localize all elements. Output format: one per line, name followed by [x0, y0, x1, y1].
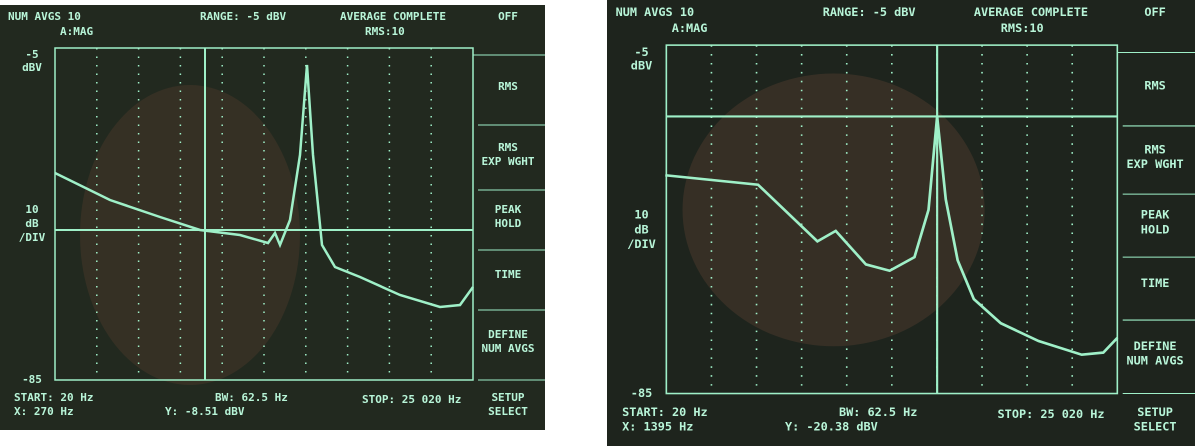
header-text: AVERAGE COMPLETE: [974, 5, 1088, 19]
scale-label: dB: [25, 217, 39, 230]
footer-text: Y: -20.38 dBV: [785, 420, 878, 434]
softkey-label: PEAK: [495, 203, 522, 216]
softkey-label: NUM AVGS: [482, 342, 535, 355]
footer-text: STOP: 25 020 Hz: [998, 407, 1105, 421]
scale-label: /DIV: [627, 237, 656, 251]
header-text: A:MAG: [672, 21, 708, 35]
scale-label: -5: [634, 45, 648, 59]
scale-label: -85: [22, 373, 42, 386]
header-text: A:MAG: [60, 25, 93, 38]
footer-text: STOP: 25 020 Hz: [362, 393, 461, 406]
header-text: RMS:10: [1001, 21, 1044, 35]
scale-label: -5: [25, 48, 38, 61]
header-text: AVERAGE COMPLETE: [340, 10, 446, 23]
cursor: [55, 48, 473, 380]
softkey-label: PEAK: [1141, 208, 1170, 222]
softkey-label: EXP WGHT: [482, 155, 535, 168]
softkey-label: HOLD: [495, 217, 522, 230]
scale-label: dBV: [631, 59, 652, 73]
softkey-label: DEFINE: [488, 328, 528, 341]
header-text: RANGE: -5 dBV: [200, 10, 286, 23]
softkey-label: TIME: [1141, 276, 1170, 290]
softkey-label: NUM AVGS: [1127, 354, 1184, 368]
softkey-label: SELECT: [1134, 420, 1177, 434]
softkey-label: RMS: [1144, 143, 1165, 157]
footer-text: BW: 62.5 Hz: [215, 391, 288, 404]
softkey-label: HOLD: [1141, 222, 1170, 236]
header-text: RANGE: -5 dBV: [823, 5, 916, 19]
reflection: [80, 85, 300, 385]
footer-text: X: 1395 Hz: [622, 420, 693, 434]
header-text: NUM AVGS 10: [8, 10, 81, 23]
analyzer-screen: NUM AVGS 10 A:MAG RANGE: -5 dBV AVERAGE COM…: [0, 5, 545, 430]
scale-label: -85: [631, 386, 652, 400]
softkey-label: DEFINE: [1134, 339, 1177, 353]
footer-text: X: 270 Hz: [14, 405, 74, 418]
scale-label: dB: [634, 222, 648, 236]
scale-label: 10: [634, 208, 648, 222]
softkey-label: SELECT: [488, 405, 528, 418]
softkey-label: SETUP: [491, 391, 524, 404]
softkey-label: RMS: [498, 141, 518, 154]
softkey-label: TIME: [495, 268, 522, 281]
softkey-label: EXP WGHT: [1127, 157, 1184, 171]
spectrum-trace: [54, 64, 475, 309]
softkey-label: OFF: [1144, 5, 1165, 19]
header-text: RMS:10: [365, 25, 405, 38]
analyzer-screen: NUM AVGS 10 A:MAG RANGE: -5 dBV AVERAGE COM…: [607, 0, 1195, 446]
softkey-label: OFF: [498, 10, 518, 23]
footer-text: START: 20 Hz: [14, 391, 93, 404]
softkey-label: RMS: [1144, 79, 1165, 93]
footer-text: Y: -8.51 dBV: [165, 405, 245, 418]
softkey-label: RMS: [498, 80, 518, 93]
footer-text: BW: 62.5 Hz: [839, 405, 917, 419]
softkey-label: SETUP: [1137, 405, 1173, 419]
footer-text: START: 20 Hz: [622, 405, 708, 419]
scale-label: dBV: [22, 61, 42, 74]
scale-label: 10: [25, 203, 38, 216]
header-text: NUM AVGS 10: [616, 5, 694, 19]
scale-label: /DIV: [19, 231, 46, 244]
reflection: [682, 73, 985, 347]
